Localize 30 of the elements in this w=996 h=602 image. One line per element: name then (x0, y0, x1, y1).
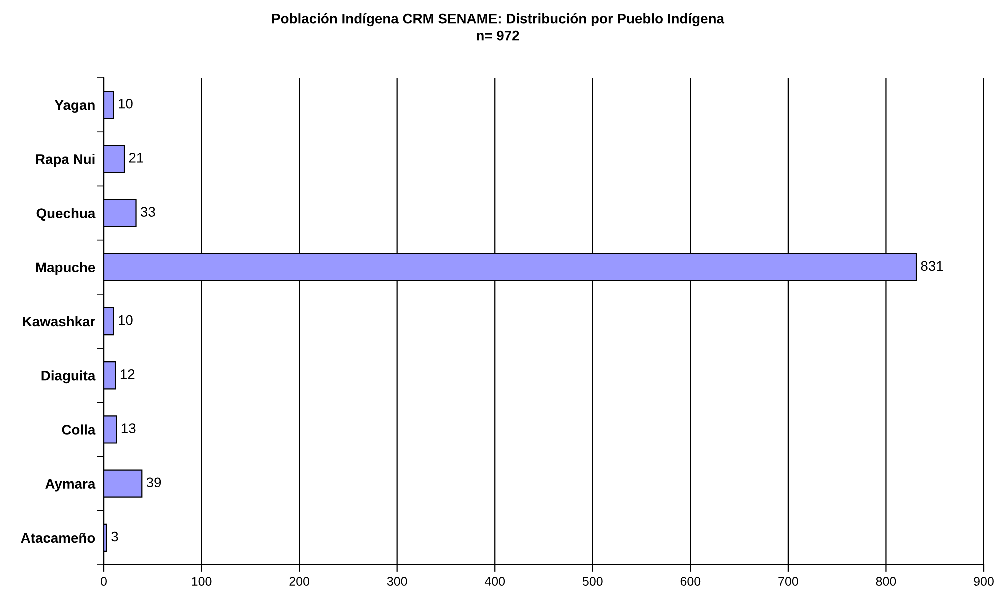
x-tick-label: 300 (387, 577, 408, 586)
chart-subtitle: n= 972 (477, 30, 520, 41)
data-label: 13 (122, 424, 136, 434)
x-tick-label: 100 (192, 577, 212, 586)
x-tick-label: 400 (484, 577, 506, 586)
y-tick-label: Kawashkar (23, 316, 96, 327)
x-tick-label: 500 (582, 577, 603, 586)
y-tick-label: Diaguita (42, 370, 96, 384)
data-label: 831 (921, 261, 944, 272)
data-label: 12 (120, 370, 135, 380)
y-tick-label: Quechua (36, 208, 96, 222)
x-tick-label: 0 (101, 577, 107, 586)
data-label: 3 (112, 532, 118, 542)
x-tick-label: 900 (974, 577, 994, 586)
y-tick-label: Colla (62, 424, 96, 435)
data-label: 33 (140, 207, 156, 218)
y-tick-label: Atacameño (21, 532, 96, 544)
y-tick-label: Aymara (46, 479, 96, 492)
y-tick-label: Yagan (54, 100, 95, 113)
data-label: 10 (119, 315, 133, 326)
chart-title: Población Indígena CRM SENAME: Distribución por Pueblo Indígena (272, 13, 725, 27)
x-tick-label: 700 (778, 577, 798, 586)
data-label: 39 (146, 478, 162, 488)
x-tick-label: 800 (876, 577, 896, 586)
x-tick-label: 200 (290, 577, 310, 586)
y-tick-label: Rapa Nui (36, 154, 95, 168)
data-label: 10 (119, 98, 133, 109)
data-label: 21 (129, 153, 144, 163)
y-tick-label: Mapuche (36, 262, 96, 276)
x-tick-label: 600 (680, 577, 701, 586)
